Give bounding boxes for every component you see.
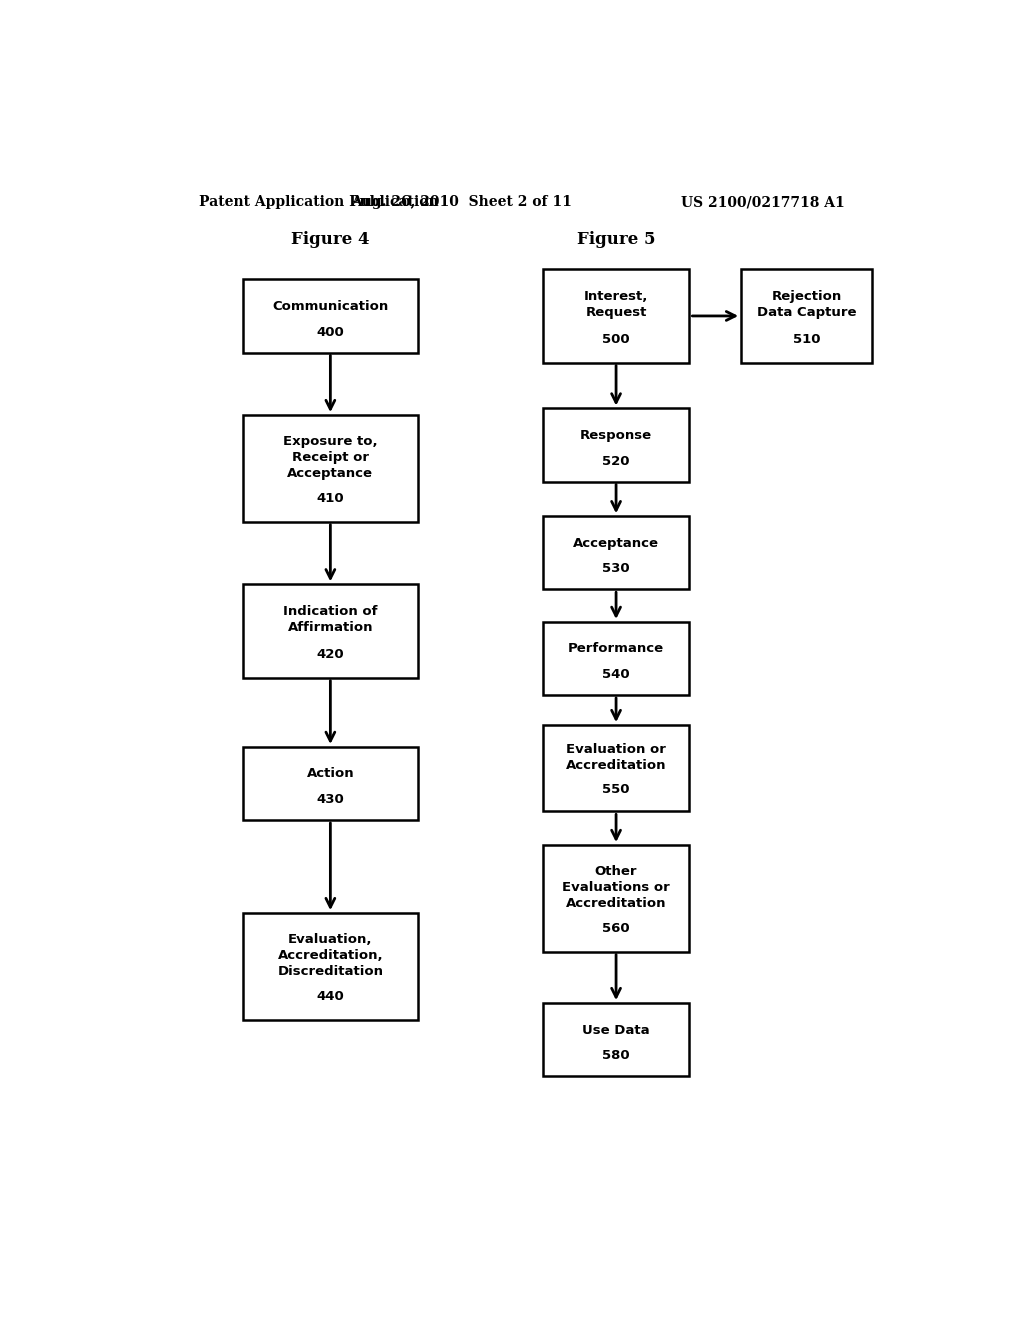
Text: Aug. 26, 2010  Sheet 2 of 11: Aug. 26, 2010 Sheet 2 of 11 xyxy=(351,195,571,209)
Bar xyxy=(243,280,418,352)
Text: 440: 440 xyxy=(316,990,344,1003)
Text: 540: 540 xyxy=(602,668,630,681)
Text: 400: 400 xyxy=(316,326,344,338)
Text: Response: Response xyxy=(580,429,652,442)
Text: Rejection
Data Capture: Rejection Data Capture xyxy=(757,290,856,319)
Text: Evaluation,
Accreditation,
Discreditation: Evaluation, Accreditation, Discreditatio… xyxy=(278,933,383,978)
Text: 420: 420 xyxy=(316,648,344,661)
Text: 550: 550 xyxy=(602,783,630,796)
Text: Action: Action xyxy=(306,767,354,780)
Bar xyxy=(543,408,689,482)
Bar xyxy=(543,845,689,952)
Text: 530: 530 xyxy=(602,562,630,576)
Bar xyxy=(543,516,689,589)
Bar xyxy=(543,1003,689,1076)
Bar xyxy=(543,269,689,363)
Text: 520: 520 xyxy=(602,454,630,467)
Bar xyxy=(243,414,418,521)
Text: Use Data: Use Data xyxy=(583,1023,650,1036)
Text: Figure 5: Figure 5 xyxy=(577,231,655,248)
Text: Evaluation or
Accreditation: Evaluation or Accreditation xyxy=(566,743,667,772)
Text: 410: 410 xyxy=(316,492,344,504)
Bar xyxy=(741,269,872,363)
Text: US 2100/0217718 A1: US 2100/0217718 A1 xyxy=(681,195,845,209)
Text: 430: 430 xyxy=(316,793,344,807)
Bar xyxy=(543,725,689,812)
Bar xyxy=(543,622,689,696)
Text: Acceptance: Acceptance xyxy=(573,537,659,549)
Text: Figure 4: Figure 4 xyxy=(291,231,370,248)
Text: 510: 510 xyxy=(793,333,820,346)
Text: Performance: Performance xyxy=(568,643,665,656)
Text: Indication of
Affirmation: Indication of Affirmation xyxy=(283,606,378,635)
Text: Other
Evaluations or
Accreditation: Other Evaluations or Accreditation xyxy=(562,865,670,911)
Text: Interest,
Request: Interest, Request xyxy=(584,290,648,319)
Text: 580: 580 xyxy=(602,1049,630,1063)
Text: Communication: Communication xyxy=(272,300,388,313)
Bar xyxy=(243,585,418,677)
Text: 500: 500 xyxy=(602,333,630,346)
Bar xyxy=(243,913,418,1020)
Text: Patent Application Publication: Patent Application Publication xyxy=(200,195,439,209)
Bar xyxy=(243,747,418,820)
Text: Exposure to,
Receipt or
Acceptance: Exposure to, Receipt or Acceptance xyxy=(283,436,378,480)
Text: 560: 560 xyxy=(602,921,630,935)
